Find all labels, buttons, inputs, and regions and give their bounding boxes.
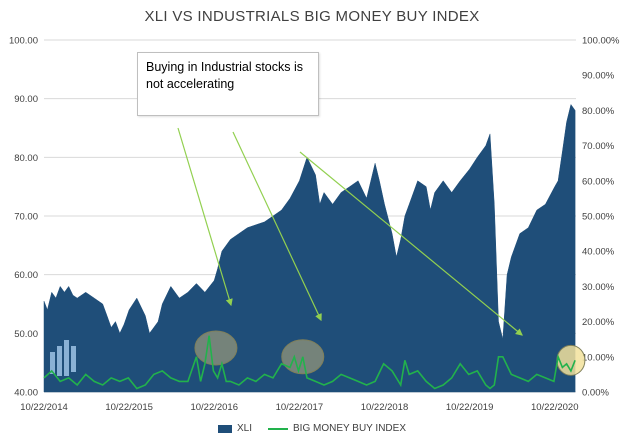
logo-bar: [71, 346, 76, 372]
y-left-tick-label: 100.00: [9, 36, 38, 47]
y-right-tick-label: 50.00%: [582, 212, 615, 223]
legend-item-big-money: BIG MONEY BUY INDEX: [268, 423, 406, 434]
y-left-tick-label: 40.00: [14, 388, 38, 399]
y-right-tick-label: 90.00%: [582, 71, 615, 82]
y-right-tick-label: 60.00%: [582, 176, 615, 187]
annotation-arrow: [232, 131, 322, 322]
chart-legend: XLI BIG MONEY BUY INDEX: [0, 423, 624, 434]
annotation-arrow: [299, 151, 523, 336]
y-right-tick-label: 0.00%: [582, 388, 609, 399]
y-left-tick-label: 60.00: [14, 270, 38, 281]
x-tick-label: 10/22/2016: [190, 402, 238, 413]
logo-bar: [57, 346, 62, 376]
y-right-tick-label: 40.00%: [582, 247, 615, 258]
legend-label-big-money: BIG MONEY BUY INDEX: [293, 423, 406, 434]
annotation-box: Buying in Industrial stocks is not accel…: [137, 52, 319, 116]
xli-area: [43, 103, 576, 393]
x-tick-label: 10/22/2020: [531, 402, 579, 413]
y-left-tick-label: 80.00: [14, 153, 38, 164]
x-tick-label: 10/22/2019: [446, 402, 494, 413]
y-right-tick-label: 10.00%: [582, 352, 615, 363]
y-left-tick-label: 90.00: [14, 94, 38, 105]
y-right-tick-label: 80.00%: [582, 106, 615, 117]
legend-swatch-big-money: [268, 427, 288, 430]
x-tick-label: 10/22/2018: [361, 402, 409, 413]
chart-title: XLI VS INDUSTRIALS BIG MONEY BUY INDEX: [144, 8, 480, 25]
legend-swatch-xli: [217, 424, 232, 433]
y-right-tick-label: 20.00%: [582, 317, 615, 328]
y-right-tick-label: 30.00%: [582, 282, 615, 293]
x-tick-label: 10/22/2014: [20, 402, 68, 413]
x-tick-label: 10/22/2017: [276, 402, 324, 413]
legend-label-xli: XLI: [236, 423, 252, 434]
logo-bar: [64, 340, 69, 376]
highlight-circle: [194, 330, 238, 366]
annotation-arrow: [177, 127, 233, 307]
y-right-tick-label: 100.00%: [582, 36, 620, 47]
y-right-tick-label: 70.00%: [582, 141, 615, 152]
watermark-logo: [50, 340, 76, 376]
x-tick-label: 10/22/2015: [105, 402, 153, 413]
y-left-tick-label: 70.00: [14, 212, 38, 223]
logo-bar: [50, 352, 55, 374]
legend-item-xli: XLI: [217, 423, 252, 434]
big-money-line: [43, 335, 576, 390]
y-left-tick-label: 50.00: [14, 329, 38, 340]
